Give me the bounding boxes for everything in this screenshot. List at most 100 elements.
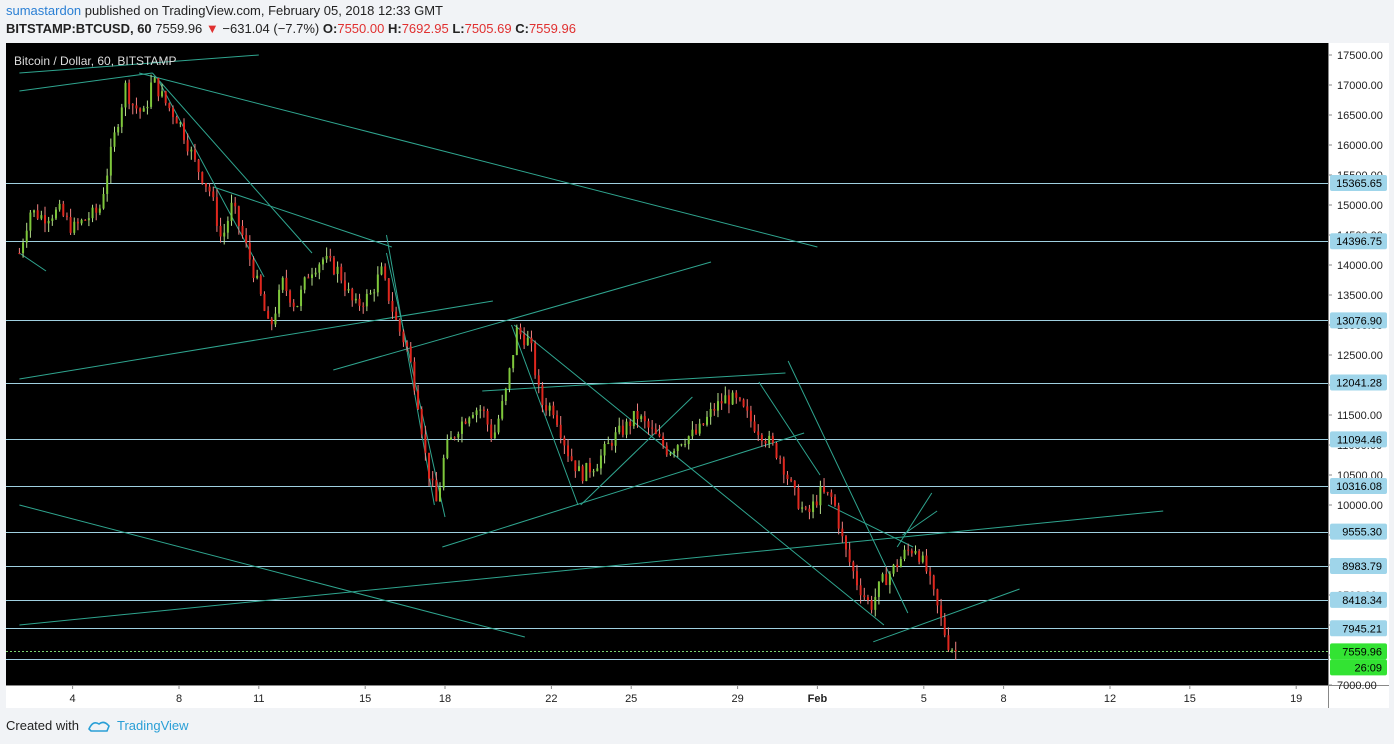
level-labels: 15365.65 14396.75 13076.90 12041.28 11094.46… — [1330, 175, 1387, 676]
trend-line — [19, 510, 1164, 626]
candle — [87, 218, 90, 221]
candle — [563, 437, 566, 446]
last-price-label: 7559.96 — [1342, 646, 1382, 658]
candle — [519, 327, 522, 335]
trend-line — [385, 234, 435, 506]
candle — [256, 275, 259, 278]
candle — [318, 264, 321, 273]
candle — [760, 434, 763, 442]
candle — [855, 571, 858, 586]
published-text: published on TradingView.com, February 0… — [84, 3, 443, 18]
candle — [771, 435, 774, 443]
y-tick-label: 14000.00 — [1337, 260, 1383, 272]
candle — [186, 140, 189, 152]
candle — [914, 550, 917, 554]
last-price: 7559.96 — [155, 21, 203, 36]
candle — [18, 253, 21, 254]
candle — [823, 486, 826, 493]
candle — [837, 505, 840, 529]
candle — [351, 288, 354, 301]
x-tick-label: 19 — [1290, 693, 1302, 705]
candle — [581, 466, 584, 482]
close-value: 7559.96 — [528, 21, 576, 36]
candle — [428, 452, 431, 479]
candle — [852, 562, 855, 572]
trend-line — [827, 504, 914, 548]
y-tick-label: 16500.00 — [1337, 110, 1383, 122]
candle — [888, 573, 891, 585]
tradingview-logo-icon[interactable] — [87, 719, 111, 733]
low-value: 7505.69 — [464, 21, 512, 36]
candle — [413, 361, 416, 391]
candle — [545, 405, 548, 411]
candle — [340, 266, 343, 281]
candle — [559, 424, 562, 438]
candle — [146, 106, 149, 109]
candle — [651, 427, 654, 429]
candle — [720, 401, 723, 404]
trend-line — [580, 396, 693, 506]
candle — [190, 149, 193, 152]
candle — [358, 298, 361, 306]
candle — [947, 635, 950, 650]
level-label: 10316.08 — [1336, 481, 1382, 493]
candle — [468, 417, 471, 424]
candle — [684, 444, 687, 446]
candle — [267, 310, 270, 319]
candle — [91, 207, 94, 219]
author-link[interactable]: sumastardon — [6, 3, 82, 18]
level-label: 9555.30 — [1342, 527, 1382, 539]
trend-line — [787, 360, 909, 614]
candle — [749, 410, 752, 422]
candle — [526, 337, 529, 346]
time-axis[interactable] — [6, 685, 1328, 708]
candle — [409, 346, 412, 362]
high-value: 7692.95 — [401, 21, 449, 36]
candle — [117, 126, 120, 133]
trend-line — [902, 510, 938, 536]
candle — [530, 337, 533, 344]
candle — [735, 392, 738, 398]
candle — [596, 468, 599, 472]
x-tick-label: 29 — [731, 693, 743, 705]
candle — [369, 293, 372, 295]
candle — [940, 605, 943, 618]
trend-line — [19, 252, 47, 272]
y-tick-label: 15000.00 — [1337, 200, 1383, 212]
candle — [435, 480, 438, 502]
candle — [695, 429, 698, 434]
candle — [874, 596, 877, 610]
candle — [150, 82, 153, 107]
candle — [102, 193, 105, 209]
candle — [248, 243, 251, 260]
candle — [153, 78, 156, 83]
down-arrow-icon: ▼ — [205, 21, 219, 36]
chart-container[interactable]: 7000.007500.008000.008500.009000.009500.… — [6, 43, 1389, 708]
trend-lines — [19, 54, 1164, 643]
candle — [870, 600, 873, 610]
candle — [179, 122, 182, 124]
candle — [786, 474, 789, 480]
candle — [943, 617, 946, 636]
level-label: 15365.65 — [1336, 178, 1382, 190]
candle — [768, 435, 771, 444]
x-tick-label: Feb — [808, 693, 828, 705]
candle — [51, 218, 54, 221]
candle — [866, 597, 869, 601]
candle — [636, 410, 639, 420]
candle — [669, 453, 672, 455]
candle — [918, 550, 921, 562]
candle — [58, 203, 61, 210]
candle — [289, 290, 292, 303]
level-label: 12041.28 — [1336, 378, 1382, 390]
candle — [599, 455, 602, 469]
price-axis[interactable] — [1328, 43, 1389, 685]
x-tick-label: 18 — [439, 693, 451, 705]
tradingview-link[interactable]: TradingView — [116, 718, 189, 733]
candle — [936, 589, 939, 606]
price-chart[interactable]: 7000.007500.008000.008500.009000.009500.… — [6, 43, 1389, 708]
x-axis-ticks: 4 8 11 15 18 22 25 29 Feb 5 8 12 15 19 — [70, 685, 1302, 705]
candle — [603, 443, 606, 456]
level-label-bg — [1330, 523, 1387, 540]
candle — [395, 311, 398, 320]
